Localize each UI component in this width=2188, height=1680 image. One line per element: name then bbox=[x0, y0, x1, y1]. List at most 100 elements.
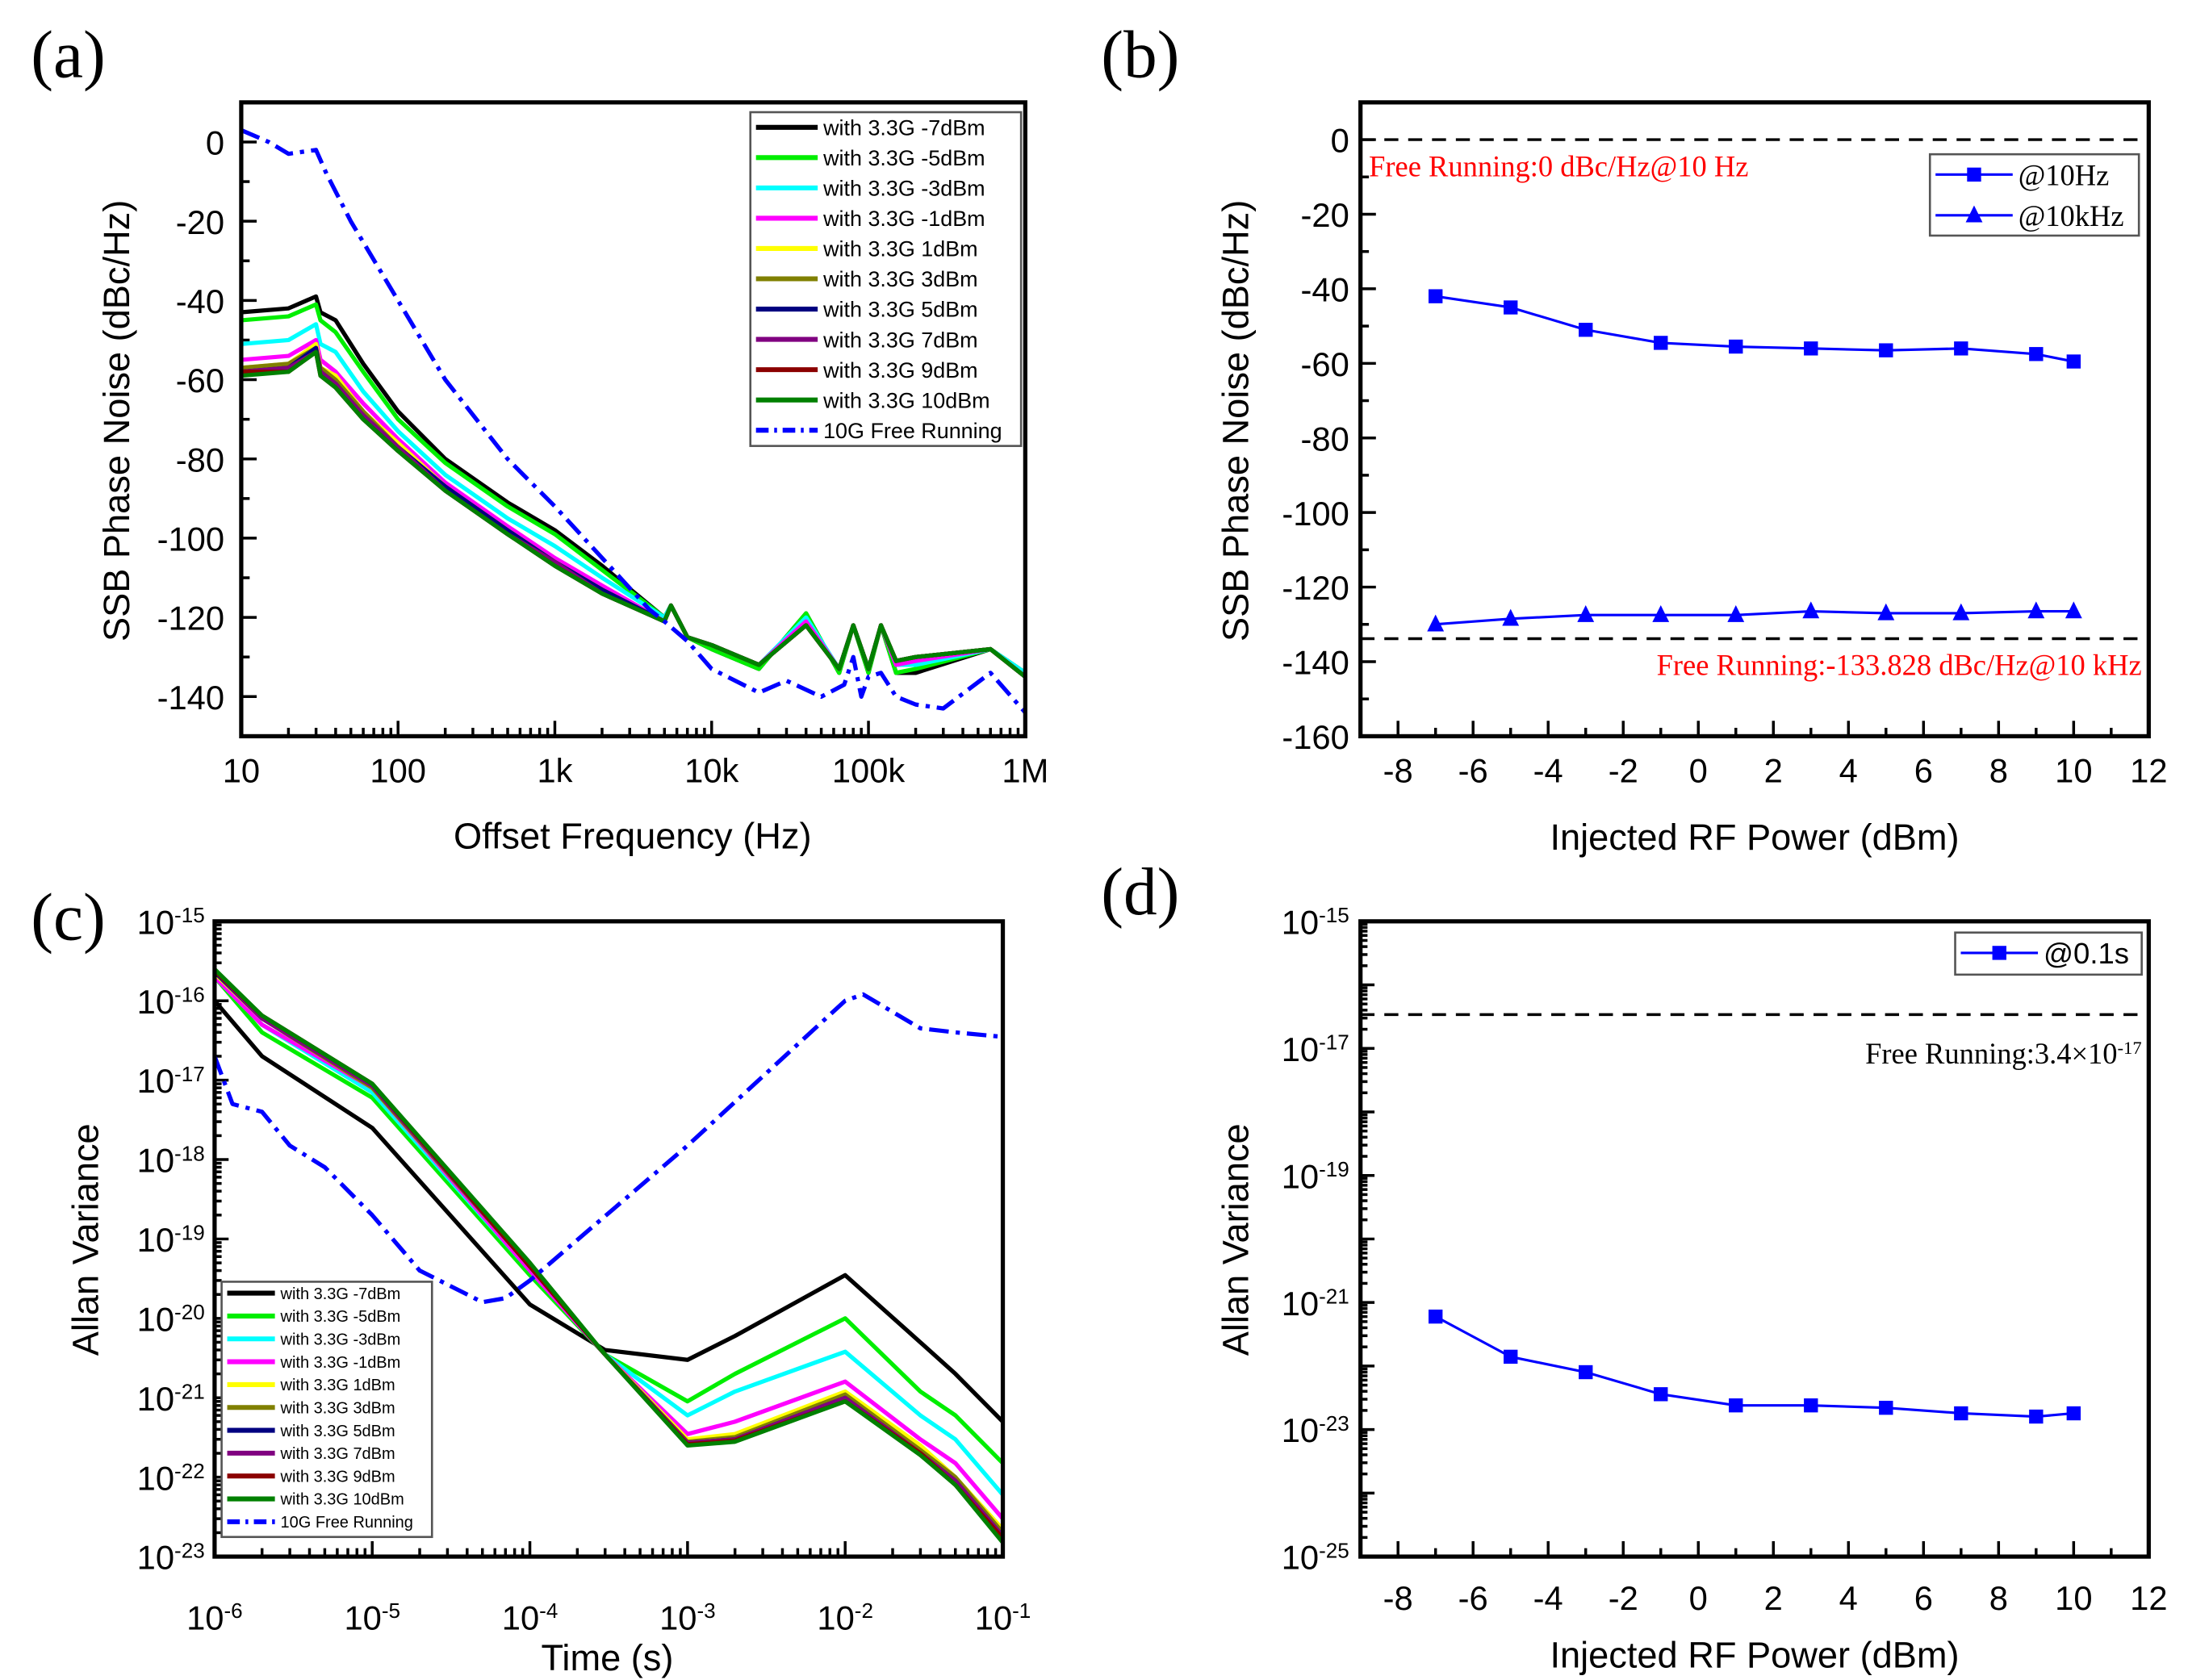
panel-label: (b) bbox=[1101, 19, 1179, 93]
y-tick-label: -100 bbox=[1282, 495, 1349, 533]
y-tick-label: 10-19 bbox=[137, 1221, 205, 1259]
data-point-triangle bbox=[1802, 601, 1820, 619]
y-tick-label: 10-19 bbox=[1282, 1157, 1349, 1195]
y-axis-title: SSB Phase Noise (dBc/Hz) bbox=[96, 200, 137, 641]
data-point-square bbox=[1429, 1309, 1443, 1324]
x-tick-label: 10-5 bbox=[344, 1599, 400, 1636]
plot-frame bbox=[1358, 100, 2151, 739]
series-line bbox=[1435, 609, 2074, 626]
series-line bbox=[1434, 1315, 2074, 1419]
legend-entry: with 3.3G -1dBm bbox=[280, 1354, 401, 1372]
x-tick-label: -8 bbox=[1383, 752, 1413, 790]
data-point-triangle bbox=[2027, 601, 2045, 619]
y-tick-label: -40 bbox=[176, 282, 224, 320]
y-tick-label: -80 bbox=[176, 441, 224, 479]
y-tick-label: 0 bbox=[1331, 122, 1349, 160]
y-tick-label: -60 bbox=[1301, 345, 1349, 383]
x-tick-label: 10 bbox=[2055, 752, 2092, 790]
panel-label: (d) bbox=[1101, 855, 1179, 930]
data-point-triangle bbox=[1427, 614, 1445, 632]
plot-frame bbox=[239, 100, 1027, 739]
legend-marker-triangle bbox=[1965, 205, 1983, 223]
x-tick-label: 12 bbox=[2130, 752, 2167, 790]
legend-entry: with 3.3G -5dBm bbox=[822, 146, 985, 170]
legend-entry: with 3.3G 10dBm bbox=[280, 1491, 404, 1509]
x-axis-title: Injected RF Power (dBm) bbox=[1550, 1634, 1959, 1675]
x-tick-label: 10-3 bbox=[659, 1599, 716, 1636]
x-tick-label: -4 bbox=[1533, 752, 1563, 790]
y-tick-label: -140 bbox=[157, 679, 224, 717]
legend-entry: with 3.3G 9dBm bbox=[280, 1468, 395, 1486]
x-tick-label: -6 bbox=[1458, 1579, 1488, 1617]
x-tick-label: 12 bbox=[2130, 1579, 2167, 1617]
y-tick-label: 10-17 bbox=[137, 1062, 205, 1100]
series-line bbox=[214, 999, 1003, 1423]
y-tick-label: 10-20 bbox=[137, 1300, 205, 1338]
y-tick-label: 10-22 bbox=[137, 1459, 205, 1497]
x-tick-label: 100 bbox=[370, 752, 426, 790]
panel-d: (d) -8 -6 -4 -2 0 2 4 6 8 10 12 10-15 10-17 10-19 10-21… bbox=[1101, 855, 2167, 1675]
data-point-square bbox=[2029, 1409, 2044, 1424]
x-tick-label: 10-4 bbox=[502, 1599, 559, 1636]
legend: with 3.3G -7dBm with 3.3G -5dBm with 3.3G … bbox=[220, 1281, 433, 1539]
series-line bbox=[214, 975, 1003, 1465]
x-tick-label: 10 bbox=[223, 752, 260, 790]
x-tick-label: -2 bbox=[1609, 1579, 1638, 1617]
x-tick-label: -8 bbox=[1383, 1579, 1413, 1617]
x-axis-title: Offset Frequency (Hz) bbox=[454, 815, 811, 856]
reference-line-label: Free Running:0 dBc/Hz@10 Hz bbox=[1369, 149, 1748, 182]
series-group bbox=[241, 127, 1026, 714]
x-tick-label: 6 bbox=[1914, 752, 1933, 790]
series-line bbox=[241, 349, 1026, 679]
data-point-square bbox=[1954, 341, 1968, 356]
data-point-square bbox=[1579, 1364, 1593, 1380]
legend-entry: with 3.3G -5dBm bbox=[280, 1308, 401, 1326]
series-line bbox=[214, 992, 1003, 1305]
x-axis-title: Time (s) bbox=[542, 1637, 674, 1678]
y-tick-label: 10-15 bbox=[137, 903, 205, 941]
x-tick-label: -2 bbox=[1609, 752, 1638, 790]
y-tick-label: 10-17 bbox=[1282, 1030, 1349, 1068]
y-tick-label: -120 bbox=[157, 600, 224, 637]
y-tick-label: -20 bbox=[1301, 196, 1349, 234]
x-tick-label: 8 bbox=[1989, 752, 2008, 790]
data-point-triangle bbox=[1652, 605, 1670, 622]
y-tick-label: -20 bbox=[176, 203, 224, 241]
series-line bbox=[241, 127, 1026, 714]
x-tick-label: 6 bbox=[1914, 1579, 1933, 1617]
data-point-triangle bbox=[1877, 603, 1895, 621]
legend: @10Hz @10kHz bbox=[1928, 153, 2140, 237]
legend-entry: 10G Free Running bbox=[823, 419, 1002, 443]
y-tick-label: 10-16 bbox=[137, 983, 205, 1021]
plot-frame bbox=[212, 919, 1006, 1559]
legend-entry: with 3.3G -7dBm bbox=[822, 115, 985, 140]
x-tick-label: -6 bbox=[1458, 752, 1488, 790]
y-axis-title: Allan Variance bbox=[1215, 1123, 1257, 1356]
panel-c: (c) 10-6 10-5 10-4 10-3 10-2 10-1 10-15 10-16 10-… bbox=[31, 880, 1031, 1678]
y-axis-title: Allan Variance bbox=[65, 1123, 107, 1356]
data-point-triangle bbox=[1577, 605, 1595, 622]
legend: with 3.3G -7dBm with 3.3G -5dBm with 3.3G … bbox=[749, 111, 1023, 447]
x-tick-label: 0 bbox=[1689, 1579, 1708, 1617]
legend-entry: with 3.3G 1dBm bbox=[822, 237, 978, 261]
legend-marker-square bbox=[1967, 167, 1981, 182]
data-point-triangle bbox=[2065, 601, 2082, 619]
series-line bbox=[1435, 295, 2074, 363]
legend-entry: with 3.3G 5dBm bbox=[822, 298, 978, 322]
x-tick-label: 10-2 bbox=[817, 1599, 873, 1636]
panel-label: (a) bbox=[31, 19, 106, 93]
x-tick-label: 4 bbox=[1839, 752, 1858, 790]
legend-entry: with 3.3G -1dBm bbox=[822, 207, 985, 231]
legend: @0.1s bbox=[1954, 931, 2143, 976]
legend-entry: with 3.3G 10dBm bbox=[822, 388, 990, 412]
data-point-square bbox=[1504, 1349, 1518, 1364]
legend-entry: with 3.3G -3dBm bbox=[280, 1331, 401, 1348]
legend-entry: with 3.3G 3dBm bbox=[822, 267, 978, 291]
panel-label: (c) bbox=[31, 880, 106, 955]
x-tick-label: 10 bbox=[2055, 1579, 2092, 1617]
data-point-square bbox=[1729, 339, 1743, 354]
y-tick-label: -120 bbox=[1282, 569, 1349, 607]
series-line bbox=[214, 975, 1003, 1497]
legend-entry: @10Hz bbox=[2019, 159, 2110, 192]
